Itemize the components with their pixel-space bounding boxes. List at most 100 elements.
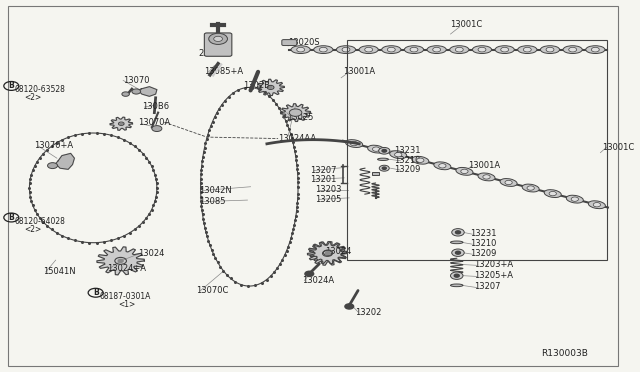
Text: 08120-64028: 08120-64028 <box>15 217 65 226</box>
Ellipse shape <box>395 153 402 157</box>
Ellipse shape <box>522 184 540 192</box>
Text: 13209: 13209 <box>470 249 497 258</box>
Ellipse shape <box>438 164 446 168</box>
Ellipse shape <box>433 47 440 52</box>
Text: 13210: 13210 <box>394 155 420 164</box>
Ellipse shape <box>372 147 380 151</box>
Ellipse shape <box>381 46 401 54</box>
Text: 13202: 13202 <box>356 308 382 317</box>
Ellipse shape <box>410 47 418 52</box>
Text: 08120-63528: 08120-63528 <box>15 85 65 94</box>
Ellipse shape <box>359 46 378 54</box>
Circle shape <box>289 109 302 116</box>
Ellipse shape <box>456 167 473 175</box>
Circle shape <box>380 165 389 171</box>
Text: 13085+A: 13085+A <box>204 67 243 76</box>
Text: 13209: 13209 <box>394 165 420 174</box>
Ellipse shape <box>404 46 424 54</box>
Polygon shape <box>257 79 284 96</box>
Ellipse shape <box>417 158 424 163</box>
Text: 13203+A: 13203+A <box>474 260 513 269</box>
Text: 13207: 13207 <box>310 166 337 175</box>
Polygon shape <box>97 247 145 275</box>
Ellipse shape <box>451 241 463 244</box>
Text: <1>: <1> <box>118 300 136 309</box>
Ellipse shape <box>524 47 531 52</box>
Ellipse shape <box>461 169 468 173</box>
Text: 13024: 13024 <box>325 247 351 256</box>
Bar <box>348 39 607 260</box>
Circle shape <box>152 126 162 132</box>
Ellipse shape <box>586 46 605 54</box>
Ellipse shape <box>591 47 599 52</box>
Ellipse shape <box>518 46 537 54</box>
Text: 13001A: 13001A <box>468 161 500 170</box>
Circle shape <box>132 89 141 94</box>
Ellipse shape <box>500 179 517 186</box>
Circle shape <box>456 231 461 234</box>
Ellipse shape <box>495 46 515 54</box>
Ellipse shape <box>314 46 333 54</box>
Text: 13203: 13203 <box>316 185 342 194</box>
Circle shape <box>294 112 297 113</box>
Text: B: B <box>93 288 99 297</box>
Ellipse shape <box>351 141 358 146</box>
Ellipse shape <box>456 47 463 52</box>
Ellipse shape <box>549 192 556 196</box>
Text: 13210: 13210 <box>470 239 497 248</box>
Ellipse shape <box>483 175 490 179</box>
Circle shape <box>122 92 129 96</box>
Circle shape <box>456 251 461 254</box>
Ellipse shape <box>451 284 463 287</box>
Ellipse shape <box>571 197 579 201</box>
Text: 1302B: 1302B <box>243 81 270 90</box>
Ellipse shape <box>527 186 534 190</box>
Circle shape <box>382 167 387 169</box>
Polygon shape <box>280 104 310 122</box>
Circle shape <box>325 252 330 255</box>
Text: 13001C: 13001C <box>451 20 483 29</box>
Ellipse shape <box>378 158 388 160</box>
Circle shape <box>326 251 330 254</box>
Text: 13205+A: 13205+A <box>474 271 513 280</box>
Text: 13207: 13207 <box>474 282 500 291</box>
Text: 130B6: 130B6 <box>142 102 169 111</box>
Ellipse shape <box>387 47 396 52</box>
Ellipse shape <box>434 162 451 170</box>
Circle shape <box>209 33 227 44</box>
Circle shape <box>345 304 354 309</box>
Circle shape <box>452 249 464 256</box>
Ellipse shape <box>427 46 446 54</box>
Circle shape <box>451 272 463 279</box>
Text: 13085: 13085 <box>199 197 226 206</box>
Ellipse shape <box>546 47 554 52</box>
Ellipse shape <box>588 201 605 209</box>
Ellipse shape <box>540 46 559 54</box>
Text: 13205: 13205 <box>316 195 342 204</box>
Circle shape <box>379 147 390 154</box>
Ellipse shape <box>569 47 577 52</box>
Ellipse shape <box>544 190 561 198</box>
Text: 13024A: 13024A <box>303 276 335 285</box>
Ellipse shape <box>346 140 363 147</box>
Ellipse shape <box>319 47 327 52</box>
Text: 08187-0301A: 08187-0301A <box>99 292 151 301</box>
Ellipse shape <box>563 46 582 54</box>
FancyBboxPatch shape <box>204 33 232 56</box>
Ellipse shape <box>472 46 492 54</box>
Circle shape <box>452 229 464 236</box>
Polygon shape <box>309 241 347 264</box>
FancyBboxPatch shape <box>372 172 379 175</box>
Circle shape <box>47 163 58 169</box>
Circle shape <box>118 259 123 262</box>
Text: 13024AA: 13024AA <box>278 134 316 143</box>
Circle shape <box>269 87 272 88</box>
Polygon shape <box>307 242 348 265</box>
Text: 13070+A: 13070+A <box>34 141 73 151</box>
Text: 13001C: 13001C <box>602 142 634 151</box>
Ellipse shape <box>450 46 469 54</box>
Circle shape <box>305 271 314 276</box>
Ellipse shape <box>478 173 495 181</box>
Text: B: B <box>8 213 14 222</box>
Circle shape <box>454 274 460 277</box>
